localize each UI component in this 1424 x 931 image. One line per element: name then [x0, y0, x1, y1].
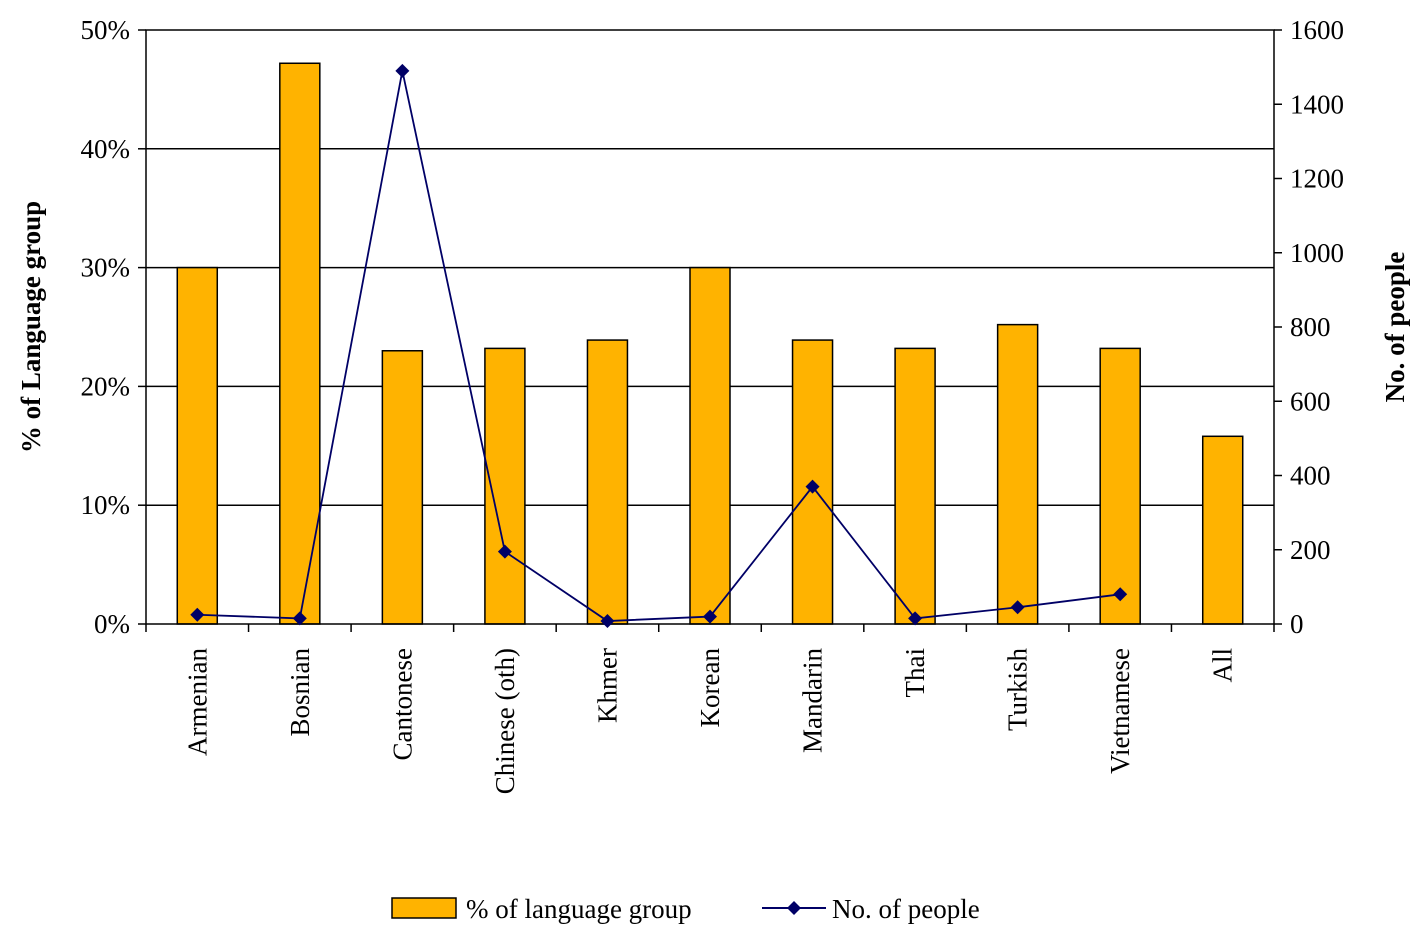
bar	[1099, 347, 1141, 625]
left-tick-label: 30%	[81, 253, 131, 283]
bar	[381, 350, 424, 625]
line-point	[908, 611, 923, 626]
category-label: Vietnamese	[1105, 648, 1135, 774]
line-point	[292, 611, 307, 626]
line-series	[190, 63, 1128, 629]
legend-line-marker	[787, 901, 801, 915]
right-tick-label: 400	[1290, 461, 1331, 491]
category-label: All	[1208, 648, 1238, 683]
category-label: Korean	[695, 648, 725, 728]
legend-bar-swatch	[391, 897, 457, 919]
right-tick-label: 200	[1290, 535, 1331, 565]
line-path	[197, 70, 1121, 622]
line-point	[805, 479, 820, 494]
right-axis-ticks: 0 200 400 600 800 1000 1200 1400 1600	[1274, 15, 1344, 639]
bar	[279, 62, 321, 625]
line-point	[600, 614, 615, 629]
category-label: Thai	[900, 648, 930, 697]
left-tick-label: 20%	[81, 371, 131, 401]
category-label: Turkish	[1003, 648, 1033, 732]
bar	[1201, 435, 1244, 625]
legend: % of language group No. of people	[391, 894, 980, 924]
left-axis-ticks: 0% 10% 20% 30% 40% 50%	[81, 15, 146, 639]
bar	[996, 323, 1039, 625]
right-tick-label: 1200	[1290, 164, 1344, 194]
left-tick-label: 50%	[81, 15, 131, 45]
left-axis-title: % of Language group	[16, 201, 46, 453]
left-tick-label: 10%	[81, 490, 131, 520]
category-label: Bosnian	[285, 648, 315, 737]
right-tick-label: 600	[1290, 386, 1331, 416]
category-label: Khmer	[592, 648, 622, 723]
left-tick-label: 40%	[81, 134, 131, 164]
right-tick-label: 1000	[1290, 238, 1344, 268]
right-tick-label: 1600	[1290, 15, 1344, 45]
bar	[791, 339, 834, 625]
line-point	[703, 609, 717, 624]
line-point	[395, 63, 410, 78]
legend-label-people: No. of people	[832, 894, 980, 924]
right-axis-title: No. of people	[1380, 252, 1410, 403]
right-tick-label: 800	[1290, 312, 1331, 342]
legend-label-percent: % of language group	[466, 894, 692, 924]
left-tick-label: 0%	[94, 609, 130, 639]
line-point	[1113, 587, 1128, 602]
category-label: Mandarin	[798, 648, 828, 753]
bar	[689, 266, 731, 625]
line-point	[497, 544, 512, 559]
bar	[586, 339, 629, 625]
category-label: Cantonese	[387, 648, 417, 760]
category-labels: Armenian Bosnian Cantonese Chinese (oth) Khm…	[145, 624, 1275, 794]
right-tick-label: 1400	[1290, 89, 1344, 119]
bar	[176, 266, 219, 625]
right-tick-label: 0	[1290, 609, 1304, 639]
category-label: Armenian	[182, 648, 212, 756]
line-point	[190, 607, 205, 622]
bar	[894, 347, 936, 625]
line-point	[1010, 600, 1025, 615]
bar-series	[176, 62, 1244, 625]
category-label: Chinese (oth)	[490, 648, 520, 794]
